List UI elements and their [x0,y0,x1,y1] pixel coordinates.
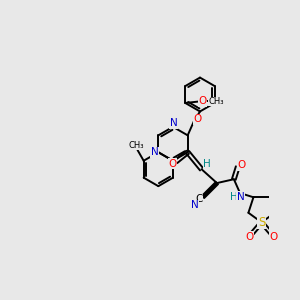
Text: S: S [258,216,265,229]
Text: H: H [203,159,211,169]
Text: H: H [230,192,238,202]
Text: N: N [191,200,199,210]
Text: CH₃: CH₃ [208,97,224,106]
Text: O: O [245,232,254,242]
Text: O: O [198,96,206,106]
Text: O: O [194,114,202,124]
Text: N: N [151,147,158,157]
Text: N: N [170,118,178,128]
Text: N: N [237,192,245,202]
Text: O: O [270,232,278,242]
Text: C: C [196,194,203,204]
Text: CH₃: CH₃ [128,141,144,150]
Text: O: O [168,159,176,169]
Text: O: O [237,160,246,170]
